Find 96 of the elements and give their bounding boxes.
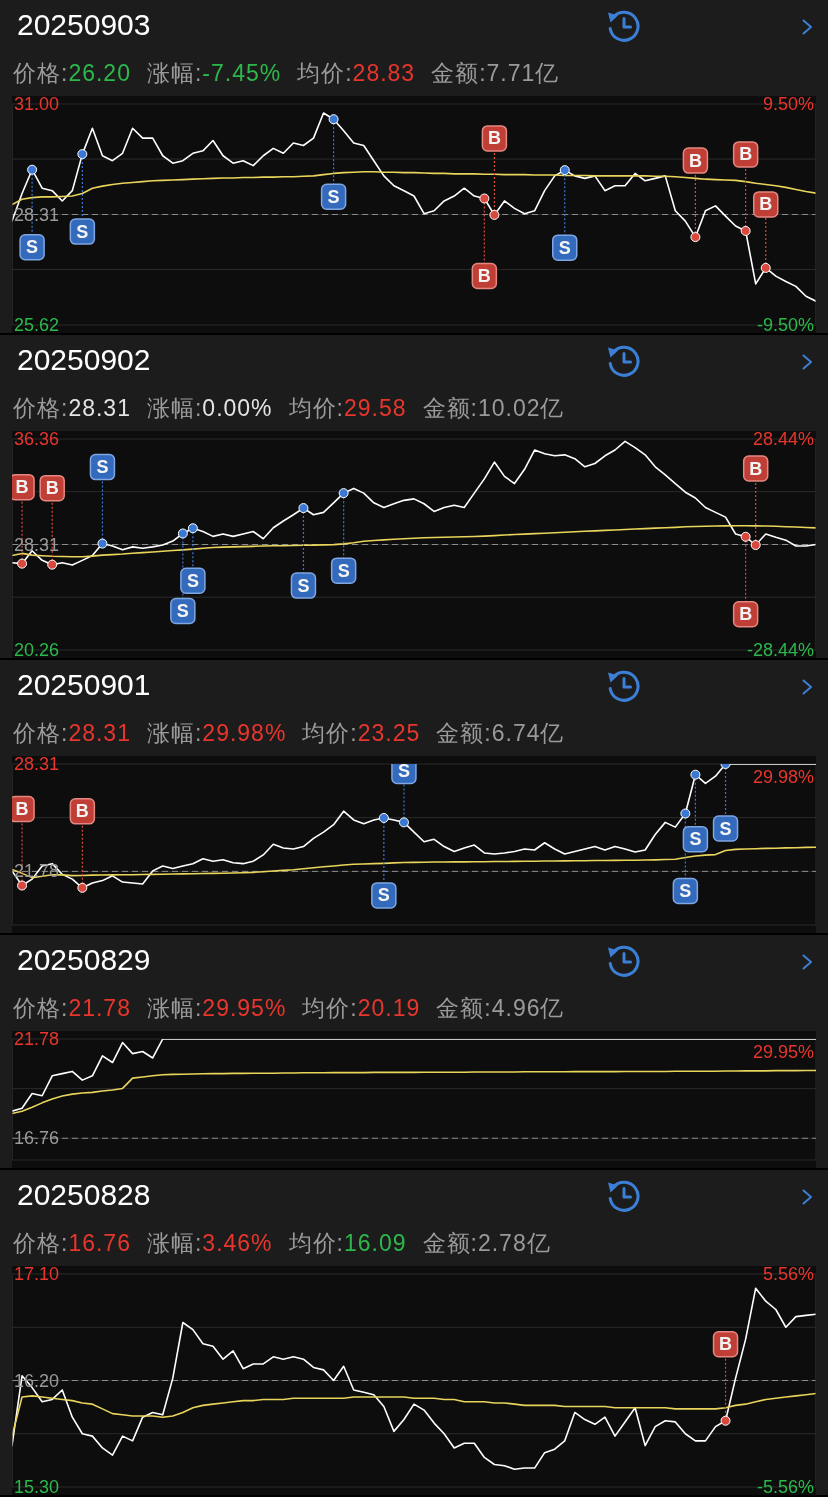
y2-tick-label: -28.44% (746, 640, 814, 660)
chart-title: 20250828 (17, 1177, 151, 1213)
line-series (12, 1069, 816, 1115)
annotation: 29.95% (752, 1042, 814, 1062)
text: B (75, 801, 89, 822)
text: S (327, 186, 340, 207)
y2-tick-label: -9.50% (756, 315, 814, 335)
chart-title: 20250829 (17, 942, 151, 978)
text: 金额:4.96亿 (436, 994, 565, 1021)
series-label: B (759, 194, 773, 215)
text: S (377, 885, 390, 906)
y-tick-label: 36.36 (14, 429, 60, 449)
text: S (96, 457, 109, 478)
text: S (337, 560, 350, 581)
point (77, 149, 88, 160)
y-tick-label: 15.30 (14, 1477, 60, 1497)
y2-tick-label: -5.56% (756, 1477, 814, 1497)
point (489, 209, 500, 220)
point (17, 558, 28, 569)
text: 金额:2.78亿 (422, 1229, 551, 1256)
point (298, 503, 309, 514)
text: 价格:21.78 (13, 994, 131, 1021)
text: 价格:26.20 (13, 59, 131, 86)
text: B (688, 150, 702, 171)
y-tick-label: 21.78 (14, 1029, 60, 1049)
text: 涨幅:3.46% (146, 1229, 273, 1256)
text: B (477, 265, 491, 286)
point (378, 812, 389, 823)
line-series (12, 846, 816, 879)
point (177, 528, 188, 539)
point (479, 193, 490, 204)
text: 均价:20.19 (302, 994, 421, 1021)
point (17, 880, 28, 891)
point (187, 523, 198, 534)
point (680, 808, 691, 819)
text: 均价:28.83 (297, 59, 416, 86)
text: 均价:29.58 (288, 394, 407, 421)
text: S (397, 760, 410, 781)
text: B (15, 799, 29, 820)
point (338, 488, 349, 499)
point (559, 165, 570, 176)
point (760, 262, 771, 273)
text: S (176, 600, 189, 621)
y2-tick-label: 9.50% (762, 94, 814, 114)
point (690, 769, 701, 780)
text: 价格:28.31 (13, 394, 131, 421)
text: S (297, 575, 310, 596)
text: 价格:28.31 (13, 719, 131, 746)
point (740, 225, 751, 236)
text: S (26, 237, 39, 258)
chart-title: 20250902 (17, 342, 151, 378)
text: B (739, 604, 753, 625)
y2-tick-label: 5.56% (762, 1264, 814, 1284)
text: S (558, 237, 571, 258)
y-tick-label: 20.26 (14, 640, 60, 660)
point (750, 540, 761, 551)
chart-title: 20250903 (17, 7, 151, 43)
line-series (12, 524, 816, 558)
text: 金额:6.74亿 (436, 719, 565, 746)
y-tick-label: 17.10 (14, 1264, 60, 1284)
point (77, 882, 88, 893)
line-series (12, 112, 816, 302)
chart-title: 20250901 (17, 667, 151, 703)
series-label: S (689, 829, 702, 850)
text: B (749, 458, 763, 479)
point (690, 232, 701, 243)
point (740, 531, 751, 542)
text: 涨幅:29.95% (146, 994, 287, 1021)
line-series (12, 1287, 816, 1471)
text: S (679, 881, 692, 901)
text: S (719, 818, 732, 839)
point (47, 559, 58, 570)
text: 涨幅:29.98% (146, 719, 287, 746)
y-tick-label: 28.31 (14, 754, 60, 774)
series-label: S (186, 570, 199, 591)
text: 涨幅:-7.45% (146, 59, 282, 86)
text: 金额:10.02亿 (422, 394, 565, 421)
y-tick-label: 25.62 (14, 315, 60, 335)
point (328, 114, 339, 125)
point (27, 164, 38, 175)
text: 涨幅:0.00% (146, 394, 273, 421)
text: B (487, 128, 501, 149)
text: B (15, 477, 29, 498)
text: B (45, 478, 59, 499)
text: B (719, 1334, 733, 1355)
text: 价格:16.76 (13, 1229, 131, 1256)
point (398, 817, 409, 828)
text: 均价:23.25 (302, 719, 421, 746)
point (97, 538, 108, 549)
y2-tick-label: 28.44% (752, 429, 814, 449)
y-tick-label: 31.00 (14, 94, 60, 114)
text: S (76, 221, 89, 242)
text: 金额:7.71亿 (431, 59, 560, 86)
annotation: 29.98% (752, 767, 814, 787)
text: 均价:16.09 (288, 1229, 407, 1256)
text: B (739, 144, 753, 165)
